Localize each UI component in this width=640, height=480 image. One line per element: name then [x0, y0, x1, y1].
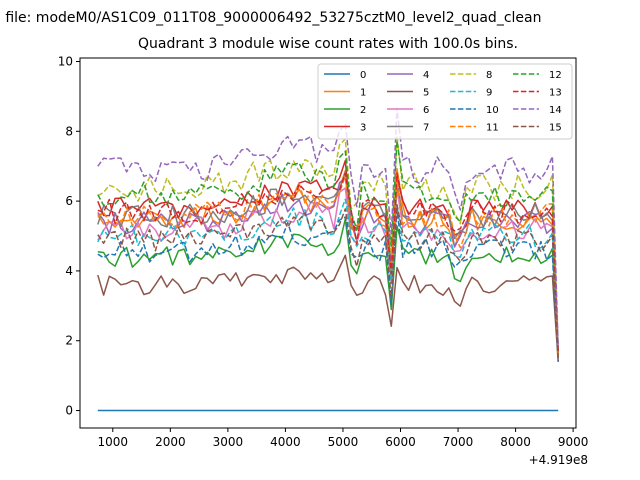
legend-label-8: 8 [486, 70, 492, 81]
y-tick-label: 10 [58, 54, 73, 68]
series-2-line [97, 218, 559, 355]
legend-label-15: 15 [549, 123, 562, 134]
chart-title: Quadrant 3 module wise count rates with … [138, 36, 518, 52]
x-axis-ticks: 1000 2000 3000 4000 5000 6000 7000 8000 9000 [98, 428, 589, 449]
legend-label-14: 14 [549, 105, 562, 116]
legend-label-12: 12 [549, 70, 562, 81]
axes-frame [79, 57, 577, 429]
legend-label-3: 3 [360, 123, 366, 134]
x-tick-label: 4000 [270, 435, 301, 449]
series-10-line [97, 209, 559, 362]
legend-label-4: 4 [423, 70, 429, 81]
legend-label-1: 1 [360, 88, 366, 99]
legend-label-10: 10 [486, 105, 499, 116]
y-tick-label: 0 [65, 404, 73, 418]
series-6-line [97, 187, 559, 359]
y-tick-label: 2 [65, 334, 73, 348]
legend-label-11: 11 [486, 123, 499, 134]
figure-suptitle: n file: modeM0/AS1C09_011T08_9000006492_… [0, 10, 541, 26]
series-15-line [97, 203, 559, 362]
legend-label-7: 7 [423, 123, 429, 134]
series-8-line [97, 134, 559, 352]
legend-label-9: 9 [486, 88, 492, 99]
legend-box [317, 63, 573, 140]
x-tick-label: 9000 [558, 435, 589, 449]
x-tick-label: 1000 [98, 435, 129, 449]
plot-lines [97, 107, 559, 412]
series-11-line [97, 174, 559, 359]
x-tick-label: 2000 [155, 435, 186, 449]
series-14-line [97, 107, 559, 348]
series-7-line [97, 171, 559, 355]
series-12-line [97, 140, 559, 355]
legend-label-2: 2 [360, 105, 366, 116]
series-5-line [97, 254, 559, 362]
legend-label-5: 5 [423, 88, 429, 99]
y-axis-ticks: 0 2 4 6 8 10 [58, 54, 80, 418]
legend-label-0: 0 [360, 70, 366, 81]
y-tick-label: 6 [65, 194, 73, 208]
x-tick-label: 5000 [328, 435, 359, 449]
legend-label-6: 6 [423, 105, 429, 116]
x-tick-label: 6000 [385, 435, 416, 449]
x-tick-label: 7000 [443, 435, 474, 449]
x-tick-label: 8000 [500, 435, 531, 449]
series-13-line [97, 172, 559, 352]
series-9-line [97, 198, 559, 348]
y-tick-label: 4 [65, 264, 73, 278]
legend-label-13: 13 [549, 88, 562, 99]
x-axis-offset-text: +4.919e8 [529, 453, 588, 467]
x-tick-label: 3000 [213, 435, 244, 449]
y-tick-label: 8 [65, 124, 73, 138]
